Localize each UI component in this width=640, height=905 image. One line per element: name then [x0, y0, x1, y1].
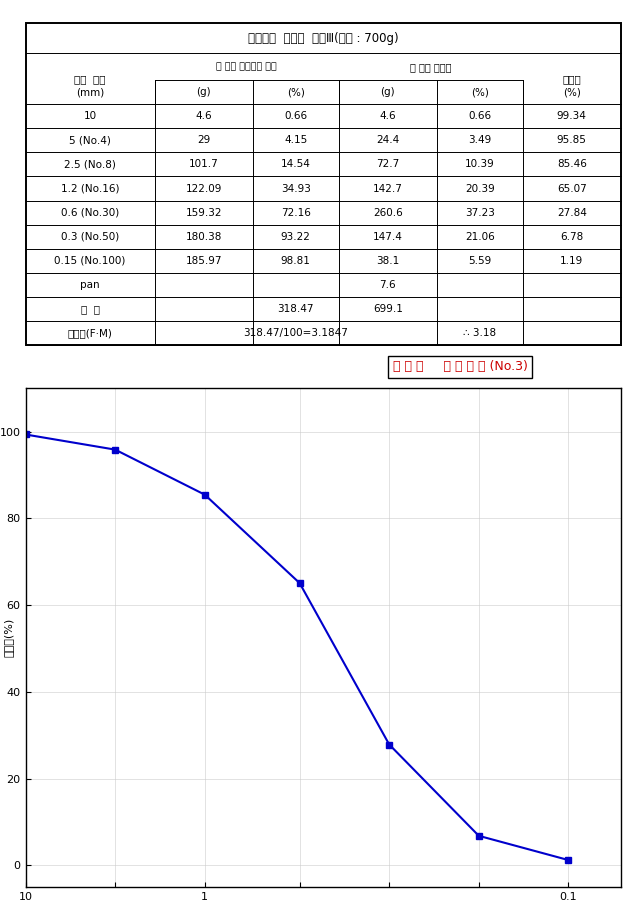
Text: 10: 10: [84, 111, 97, 121]
Text: 0.66: 0.66: [284, 111, 307, 121]
Text: (%): (%): [563, 87, 580, 97]
Text: 10.39: 10.39: [465, 159, 495, 169]
Text: 37.23: 37.23: [465, 207, 495, 217]
Text: 4.6: 4.6: [380, 111, 396, 121]
Text: 699.1: 699.1: [373, 304, 403, 314]
Text: 2.5 (No.8): 2.5 (No.8): [64, 159, 116, 169]
Text: (mm): (mm): [76, 87, 104, 97]
Text: 85.46: 85.46: [557, 159, 587, 169]
Text: 각 체에 누은양: 각 체에 누은양: [410, 62, 452, 71]
Text: 29: 29: [197, 136, 211, 146]
Text: 27.84: 27.84: [557, 207, 587, 217]
Text: 65.07: 65.07: [557, 184, 587, 194]
Text: 잔 골 재     입 도 분 포 (No.3): 잔 골 재 입 도 분 포 (No.3): [393, 360, 527, 374]
Text: (%): (%): [287, 87, 305, 97]
Text: 185.97: 185.97: [186, 256, 222, 266]
Text: (%): (%): [471, 87, 489, 97]
Text: 0.15 (No.100): 0.15 (No.100): [54, 256, 126, 266]
Text: 0.6 (No.30): 0.6 (No.30): [61, 207, 119, 217]
Text: 101.7: 101.7: [189, 159, 219, 169]
Text: 4.6: 4.6: [195, 111, 212, 121]
Text: 합  제: 합 제: [81, 304, 100, 314]
Text: 72.16: 72.16: [281, 207, 310, 217]
Text: ∴ 3.18: ∴ 3.18: [463, 328, 497, 338]
Text: 142.7: 142.7: [373, 184, 403, 194]
Text: 7.6: 7.6: [380, 280, 396, 290]
Text: 잔골재의  체가름  시험Ⅲ(시료 : 700g): 잔골재의 체가름 시험Ⅲ(시료 : 700g): [248, 32, 399, 44]
Text: 1.19: 1.19: [560, 256, 584, 266]
Text: 95.85: 95.85: [557, 136, 587, 146]
Text: 318.47/100=3.1847: 318.47/100=3.1847: [243, 328, 348, 338]
Text: 147.4: 147.4: [373, 232, 403, 242]
Text: 318.47: 318.47: [278, 304, 314, 314]
Text: 21.06: 21.06: [465, 232, 495, 242]
Text: 20.39: 20.39: [465, 184, 495, 194]
Text: 14.54: 14.54: [281, 159, 310, 169]
Text: (g): (g): [196, 87, 211, 97]
Text: 34.93: 34.93: [281, 184, 310, 194]
Text: 3.49: 3.49: [468, 136, 492, 146]
Text: 5.59: 5.59: [468, 256, 492, 266]
Text: pan: pan: [81, 280, 100, 290]
Text: 180.38: 180.38: [186, 232, 222, 242]
Text: 체의  크기: 체의 크기: [74, 74, 106, 84]
Text: 녃과양: 녃과양: [563, 74, 581, 84]
Text: 5 (No.4): 5 (No.4): [69, 136, 111, 146]
Text: 99.34: 99.34: [557, 111, 587, 121]
Text: 1.2 (No.16): 1.2 (No.16): [61, 184, 120, 194]
Text: 98.81: 98.81: [281, 256, 310, 266]
Text: (g): (g): [380, 87, 395, 97]
Text: 93.22: 93.22: [281, 232, 310, 242]
Text: 6.78: 6.78: [560, 232, 584, 242]
Text: 260.6: 260.6: [373, 207, 403, 217]
Text: 각 체에 누은양의 누계: 각 체에 누은양의 누계: [216, 62, 277, 71]
Text: 조립률(F·M): 조립률(F·M): [68, 328, 113, 338]
Text: 159.32: 159.32: [186, 207, 222, 217]
Y-axis label: 체를통과한
양의
백분율(%): 체를통과한 양의 백분율(%): [0, 618, 14, 657]
Text: 122.09: 122.09: [186, 184, 222, 194]
Text: 4.15: 4.15: [284, 136, 307, 146]
Text: 0.66: 0.66: [468, 111, 492, 121]
Text: 72.7: 72.7: [376, 159, 399, 169]
Text: 38.1: 38.1: [376, 256, 399, 266]
Text: 24.4: 24.4: [376, 136, 399, 146]
Text: 0.3 (No.50): 0.3 (No.50): [61, 232, 119, 242]
